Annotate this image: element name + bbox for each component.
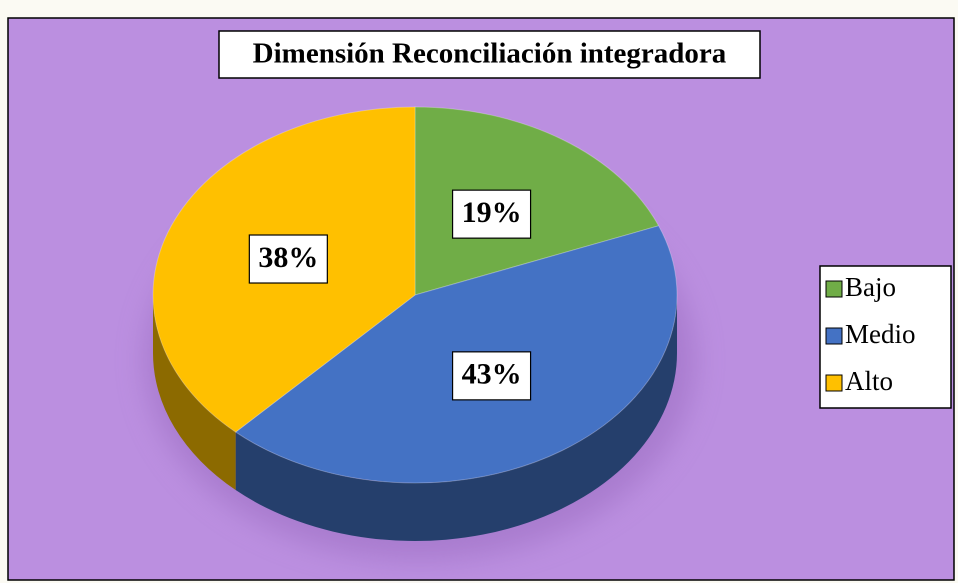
data-label: 38% — [258, 241, 318, 274]
legend: Bajo Medio Alto — [825, 272, 916, 396]
title-box — [218, 30, 761, 79]
data-label-box — [248, 234, 328, 284]
slice-side — [235, 295, 678, 541]
slice-side — [153, 295, 236, 491]
data-label: 19% — [462, 196, 522, 229]
data-label-box — [451, 351, 532, 401]
legend-swatch — [825, 374, 843, 392]
data-label-box — [451, 189, 532, 239]
legend-swatch — [825, 327, 843, 345]
pie — [152, 106, 678, 541]
legend-label: Alto — [845, 366, 893, 396]
slice — [414, 106, 660, 296]
legend-swatch — [825, 280, 843, 298]
legend-label: Bajo — [845, 272, 896, 302]
data-labels: 19% 43% 38% — [248, 189, 532, 401]
legend-label: Medio — [845, 319, 916, 349]
data-label: 43% — [462, 358, 522, 391]
chart-title: Dimensión Reconciliación integradora — [253, 38, 727, 70]
